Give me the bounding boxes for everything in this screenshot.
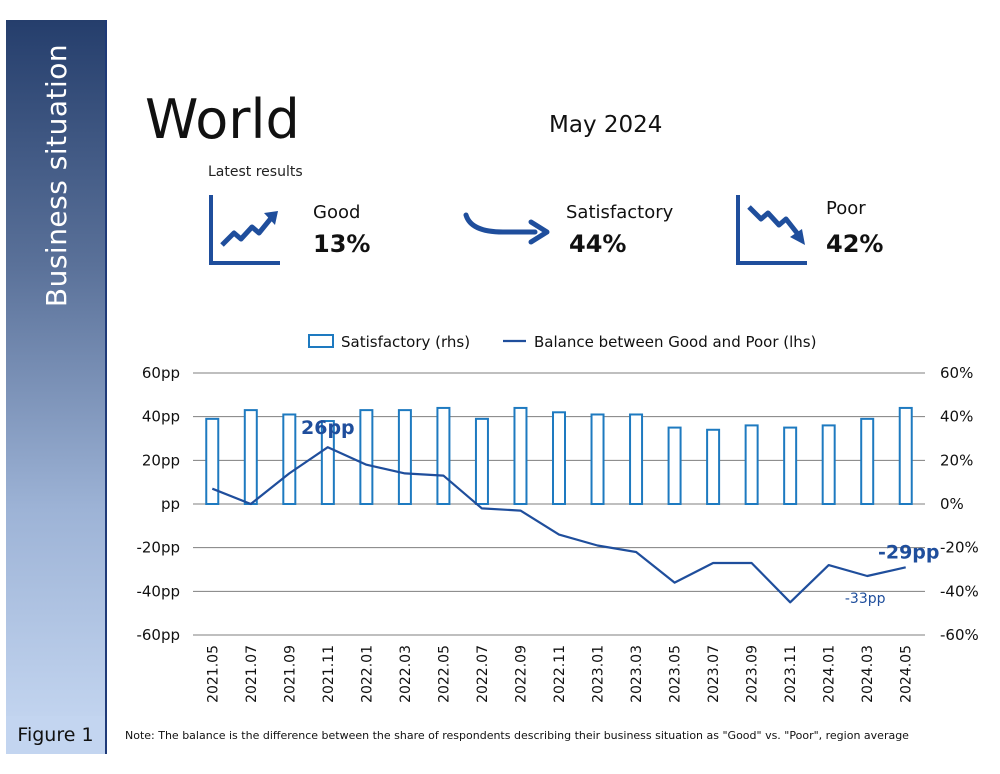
- satisfactory-bar: [860, 417, 875, 506]
- satisfactory-bar: [436, 406, 451, 505]
- x-axis-tick-label: 2021.07: [244, 645, 260, 703]
- kpi-good-label: Good: [313, 202, 361, 223]
- x-axis-tick-label: 2022.09: [513, 645, 529, 703]
- legend-bar-swatch: [308, 334, 334, 348]
- previous-annotation: -33pp: [845, 591, 886, 607]
- left-axis-tick-label: 20pp: [142, 451, 180, 469]
- satisfactory-bar: [898, 406, 913, 505]
- trend-down-chart-icon: [736, 195, 807, 265]
- right-axis-tick-label: 40%: [940, 408, 973, 426]
- satisfactory-bar: [282, 413, 297, 506]
- latest-annotation: -29pp: [878, 541, 940, 563]
- x-axis-tick-label: 2022.03: [398, 645, 414, 703]
- x-axis-tick-label: 2024.05: [899, 645, 915, 703]
- right-axis-tick-label: -40%: [940, 582, 979, 600]
- figure-label: Figure 1: [6, 716, 107, 754]
- peak-annotation: 26pp: [301, 417, 355, 439]
- left-axis-tick-label: -20pp: [136, 539, 180, 557]
- period-label: May 2024: [549, 112, 663, 138]
- satisfactory-bar: [359, 409, 374, 505]
- sidebar-band: [6, 20, 107, 720]
- kpi-poor-label: Poor: [826, 198, 866, 219]
- satisfactory-bar: [667, 426, 682, 506]
- x-axis-tick-label: 2023.07: [706, 645, 722, 703]
- balance-line: [211, 446, 906, 604]
- curved-arrow-right-icon: [463, 212, 550, 245]
- region-title: World: [145, 88, 300, 151]
- x-axis-tick-label: 2023.05: [668, 645, 684, 703]
- x-axis-tick-label: 2023.03: [629, 645, 645, 703]
- satisfactory-bar: [552, 411, 566, 505]
- kpi-poor-value: 42%: [826, 230, 884, 258]
- x-axis-tick-label: 2022.05: [436, 645, 452, 703]
- kpi-satisfactory-value: 44%: [569, 230, 627, 258]
- satisfactory-bar: [474, 417, 489, 506]
- x-axis-tick-label: 2021.11: [321, 645, 337, 703]
- x-axis-tick-label: 2023.11: [783, 645, 799, 703]
- satisfactory-bar: [590, 413, 605, 506]
- satisfactory-bar: [706, 428, 721, 505]
- right-axis-tick-label: -60%: [940, 626, 979, 644]
- satisfactory-bar: [744, 424, 759, 505]
- satisfactory-bar: [821, 424, 836, 505]
- satisfactory-bar: [243, 409, 258, 505]
- kpi-good-value: 13%: [313, 230, 371, 258]
- right-axis-tick-label: 60%: [940, 364, 973, 382]
- legend-bar-label: Satisfactory (rhs): [341, 333, 470, 351]
- left-axis-tick-label: -40pp: [136, 582, 180, 600]
- x-axis-tick-label: 2021.05: [205, 645, 221, 703]
- trend-up-chart-icon: [209, 195, 280, 265]
- x-axis-tick-label: 2022.07: [475, 645, 491, 703]
- x-axis-tick-label: 2021.09: [282, 645, 298, 703]
- right-axis-tick-label: -20%: [940, 539, 979, 557]
- x-axis-tick-label: 2024.03: [860, 645, 876, 703]
- x-axis-tick-label: 2022.01: [359, 645, 375, 703]
- left-axis-tick-label: 60pp: [142, 364, 180, 382]
- satisfactory-bar: [397, 409, 412, 505]
- satisfactory-bar: [783, 426, 798, 506]
- satisfactory-bar: [320, 420, 335, 505]
- left-axis-tick-label: pp: [161, 495, 180, 513]
- kpi-satisfactory-label: Satisfactory: [566, 202, 674, 223]
- satisfactory-bar: [205, 417, 220, 506]
- left-axis-tick-label: 40pp: [142, 408, 180, 426]
- x-axis-tick-label: 2023.01: [591, 645, 607, 703]
- left-axis-tick-label: -60pp: [136, 626, 180, 644]
- legend-line-label: Balance between Good and Poor (lhs): [534, 333, 816, 351]
- satisfactory-bar: [513, 406, 528, 505]
- satisfactory-bar: [629, 413, 644, 506]
- x-axis-tick-label: 2024.01: [822, 645, 838, 703]
- right-axis-tick-label: 0%: [940, 495, 964, 513]
- x-axis-tick-label: 2022.11: [552, 645, 568, 703]
- latest-results-label: Latest results: [208, 164, 303, 180]
- right-axis-tick-label: 20%: [940, 451, 973, 469]
- x-axis-tick-label: 2023.09: [745, 645, 761, 703]
- chart-note: Note: The balance is the difference betw…: [125, 729, 909, 742]
